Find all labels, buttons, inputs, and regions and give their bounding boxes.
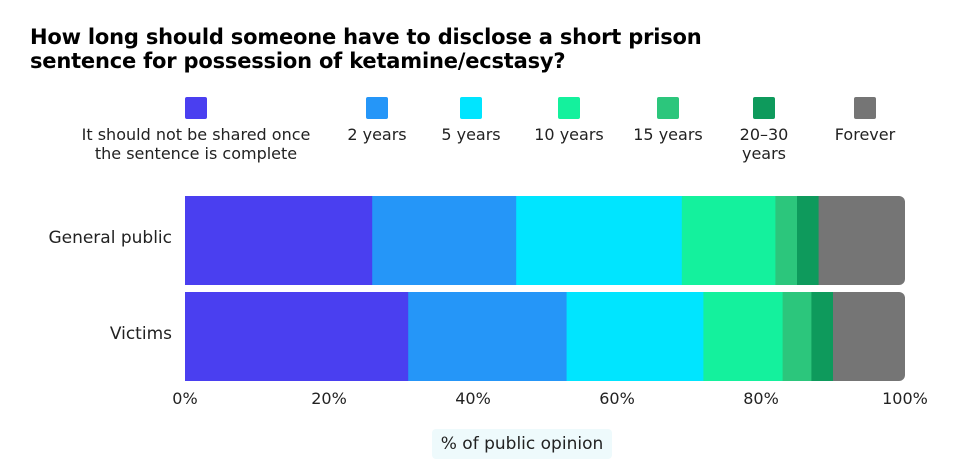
bar-left-edge-0 <box>185 196 193 285</box>
bar-segment-1-1 <box>408 292 568 381</box>
x-tick-label: 0% <box>172 389 198 408</box>
bar-segment-1-2 <box>566 292 704 381</box>
chart-title-line-1: How long should someone have to disclose… <box>30 25 702 49</box>
chart-title-line-2: sentence for possession of ketamine/ecst… <box>30 49 566 73</box>
x-tick-label: 100% <box>882 389 928 408</box>
bar-segment-0-3 <box>681 196 776 285</box>
legend-label: 2 years <box>327 125 427 144</box>
legend-label-line: Forever <box>834 125 896 144</box>
x-tick-label: 20% <box>311 389 347 408</box>
bar-left-edge-1 <box>185 292 193 381</box>
bar-group-general-public <box>185 196 905 285</box>
bar-segment-0-5 <box>797 196 820 285</box>
legend-label-line: It should not be shared once <box>81 125 311 144</box>
legend-swatch <box>558 97 580 119</box>
bar-group-victims <box>185 292 905 381</box>
bar-segment-0-1 <box>372 196 517 285</box>
bar-segment-1-0 <box>185 292 409 381</box>
legend-label-line: 5 years <box>441 125 501 144</box>
legend-label-line: 2 years <box>347 125 407 144</box>
bar-segment-0-0 <box>185 196 373 285</box>
legend-label-line: years <box>741 144 787 163</box>
legend-label: Forever <box>815 125 915 144</box>
x-tick-label: 80% <box>743 389 779 408</box>
x-axis-label: % of public opinion <box>432 429 612 459</box>
bar-segment-0-6 <box>818 196 905 285</box>
legend-swatch <box>366 97 388 119</box>
bar-segment-0-2 <box>516 196 683 285</box>
legend-label-line: the sentence is complete <box>94 144 298 163</box>
legend-label: 10 years <box>519 125 619 144</box>
legend-label: 5 years <box>421 125 521 144</box>
x-tick-label: 60% <box>599 389 635 408</box>
legend-swatch <box>657 97 679 119</box>
bar-segment-1-3 <box>703 292 784 381</box>
legend-label-line: 20–30 <box>739 125 789 144</box>
bar-segment-0-4 <box>775 196 798 285</box>
bar-segment-1-6 <box>833 292 905 381</box>
category-label-general-public: General public <box>48 228 172 248</box>
category-label-victims: Victims <box>109 324 172 344</box>
legend-label: It should not be shared once the sentence… <box>61 125 331 163</box>
legend-swatch <box>854 97 876 119</box>
legend-swatch <box>185 97 207 119</box>
legend-label: 20–30 years <box>714 125 814 163</box>
legend-label-line: 15 years <box>633 125 703 144</box>
bar-segment-1-4 <box>782 292 812 381</box>
bar-segment-1-5 <box>811 292 834 381</box>
chart-title: How long should someone have to disclose… <box>30 25 702 73</box>
legend-swatch <box>460 97 482 119</box>
legend-label: 15 years <box>618 125 718 144</box>
legend-swatch <box>753 97 775 119</box>
x-tick-label: 40% <box>455 389 491 408</box>
legend-label-line: 10 years <box>534 125 604 144</box>
